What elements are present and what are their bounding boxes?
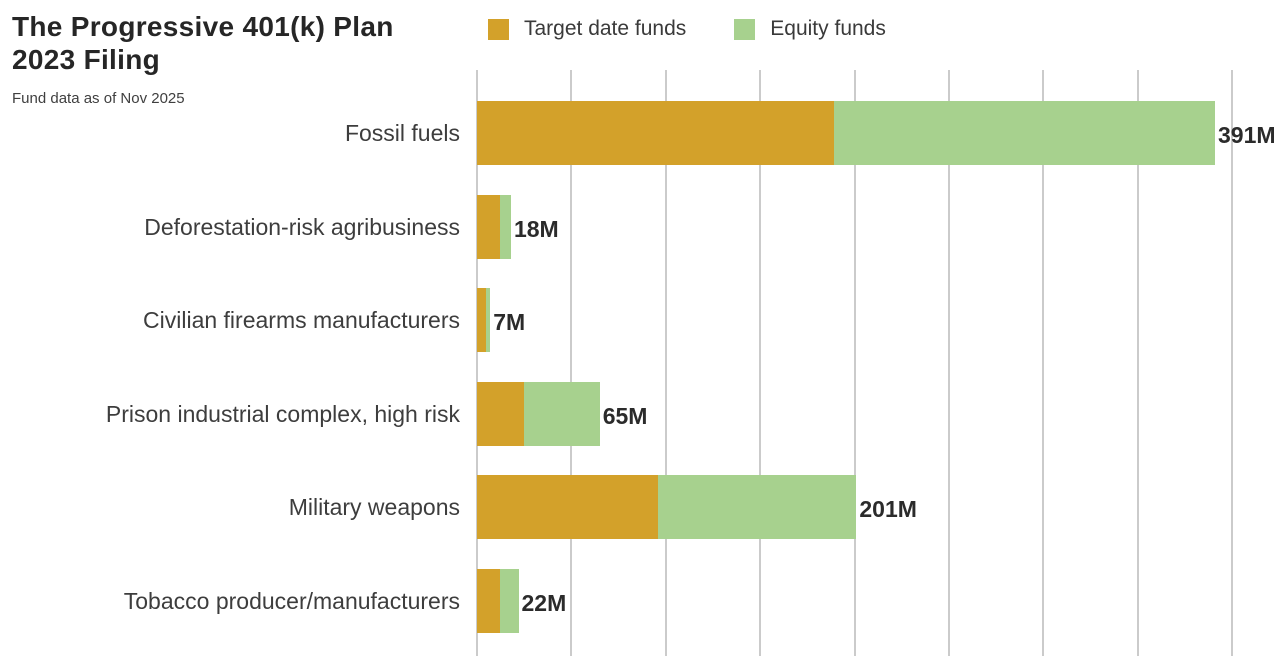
- bar-segment-equity-funds: [524, 381, 600, 446]
- legend-label: Target date funds: [524, 17, 687, 40]
- category-label: Tobacco producer/manufacturers: [123, 587, 460, 614]
- bar-segment-target-date-funds: [477, 381, 525, 446]
- gridline: [476, 70, 478, 656]
- category-label: Military weapons: [288, 494, 460, 520]
- bar-segment-target-date-funds: [477, 101, 834, 165]
- total-value-label: 7M: [493, 309, 526, 335]
- bar-segment-equity-funds: [499, 194, 511, 259]
- category-label: Civilian firearms manufacturers: [143, 307, 460, 333]
- stacked-bar: [477, 381, 600, 446]
- stacked-bar: [477, 475, 857, 539]
- gridline: [947, 70, 950, 656]
- page-title: The Progressive 401(k) Plan 2023 Filing: [12, 10, 394, 76]
- stacked-bar: [477, 568, 519, 633]
- gridline: [1042, 70, 1045, 656]
- gridline: [570, 70, 573, 656]
- gridline: [664, 70, 667, 656]
- gridline: [1231, 70, 1233, 656]
- total-value-label: 201M: [859, 496, 917, 522]
- gridline: [759, 70, 762, 656]
- legend: Target date funds Equity funds: [488, 17, 886, 41]
- total-value-label: 18M: [513, 215, 559, 242]
- category-label: Deforestation-risk agribusiness: [144, 213, 460, 240]
- bar-segment-equity-funds: [658, 475, 857, 539]
- bar-segment-target-date-funds: [477, 288, 487, 352]
- category-label: Prison industrial complex, high risk: [105, 400, 460, 427]
- legend-swatch-icon: [488, 18, 509, 40]
- total-value-label: 391M: [1218, 122, 1276, 148]
- legend-item-target-date-funds: Target date funds: [488, 17, 686, 41]
- legend-label: Equity funds: [770, 17, 886, 40]
- bar-segment-target-date-funds: [477, 568, 500, 633]
- legend-item-equity-funds: Equity funds: [734, 17, 886, 41]
- bar-segment-equity-funds: [486, 288, 491, 352]
- page-title-line2: 2023 Filing: [12, 44, 161, 75]
- total-value-label: 65M: [602, 402, 648, 429]
- subtitle: Fund data as of Nov 2025: [12, 90, 185, 107]
- stacked-bar: [477, 288, 491, 352]
- bar-segment-target-date-funds: [477, 475, 659, 539]
- category-label: Fossil fuels: [344, 120, 460, 146]
- stacked-bar: [477, 101, 1215, 165]
- total-value-label: 22M: [521, 589, 567, 616]
- page-title-line1: The Progressive 401(k) Plan: [12, 11, 394, 42]
- legend-swatch-icon: [734, 18, 756, 40]
- bar-segment-target-date-funds: [477, 194, 500, 259]
- bar-segment-equity-funds: [499, 568, 519, 633]
- stacked-bar: [477, 194, 511, 259]
- bar-segment-equity-funds: [833, 101, 1215, 165]
- gridline: [1136, 70, 1139, 656]
- gridline: [853, 70, 856, 656]
